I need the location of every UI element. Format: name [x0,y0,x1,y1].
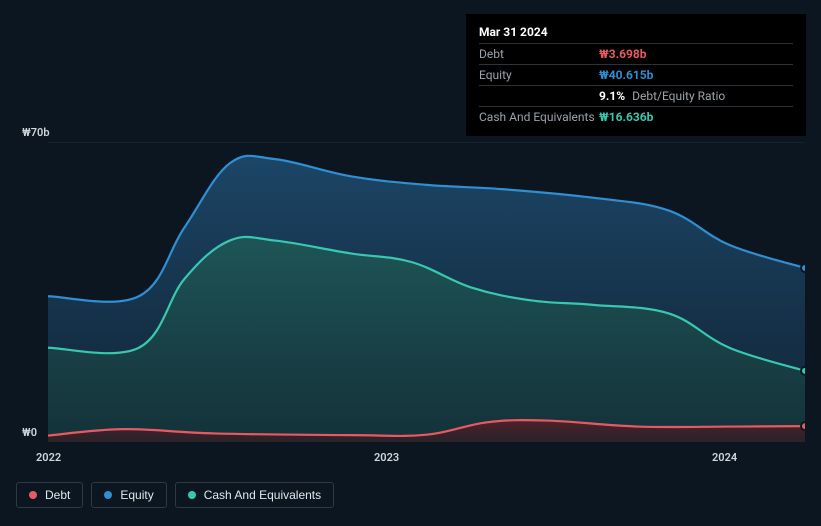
chart-tooltip: Mar 31 2024 Debt ₩3.698b Equity ₩40.615b… [466,14,806,136]
x-axis-label-0: 2022 [36,451,61,464]
tooltip-row-cash: Cash And Equivalents ₩16.636b [479,106,793,127]
tooltip-label [479,89,599,103]
tooltip-row-ratio: 9.1% Debt/Equity Ratio [479,85,793,106]
legend-dot-icon [29,491,37,499]
legend-label: Cash And Equivalents [204,488,321,502]
x-axis-label-2: 2024 [712,451,737,464]
legend-dot-icon [104,491,112,499]
tooltip-label: Debt [479,47,599,61]
tooltip-value: ₩3.698b [599,47,647,61]
legend-item-cash[interactable]: Cash And Equivalents [175,482,334,508]
legend-label: Equity [120,488,153,502]
legend-label: Debt [45,488,70,502]
legend-item-debt[interactable]: Debt [16,482,83,508]
legend-item-equity[interactable]: Equity [91,482,166,508]
tooltip-row-debt: Debt ₩3.698b [479,43,793,64]
tooltip-value: 9.1% [599,89,625,103]
tooltip-label: Cash And Equivalents [479,110,599,124]
tooltip-row-equity: Equity ₩40.615b [479,64,793,85]
legend-dot-icon [188,491,196,499]
tooltip-date: Mar 31 2024 [479,21,793,43]
tooltip-suffix: Debt/Equity Ratio [632,89,725,103]
tooltip-label: Equity [479,68,599,82]
tooltip-value: ₩16.636b [599,110,653,124]
chart-legend: Debt Equity Cash And Equivalents [16,482,334,508]
y-axis-top-label: ₩70b [22,126,50,139]
tooltip-value: ₩40.615b [599,68,653,82]
area-chart [16,142,805,442]
x-axis-label-1: 2023 [374,451,399,464]
